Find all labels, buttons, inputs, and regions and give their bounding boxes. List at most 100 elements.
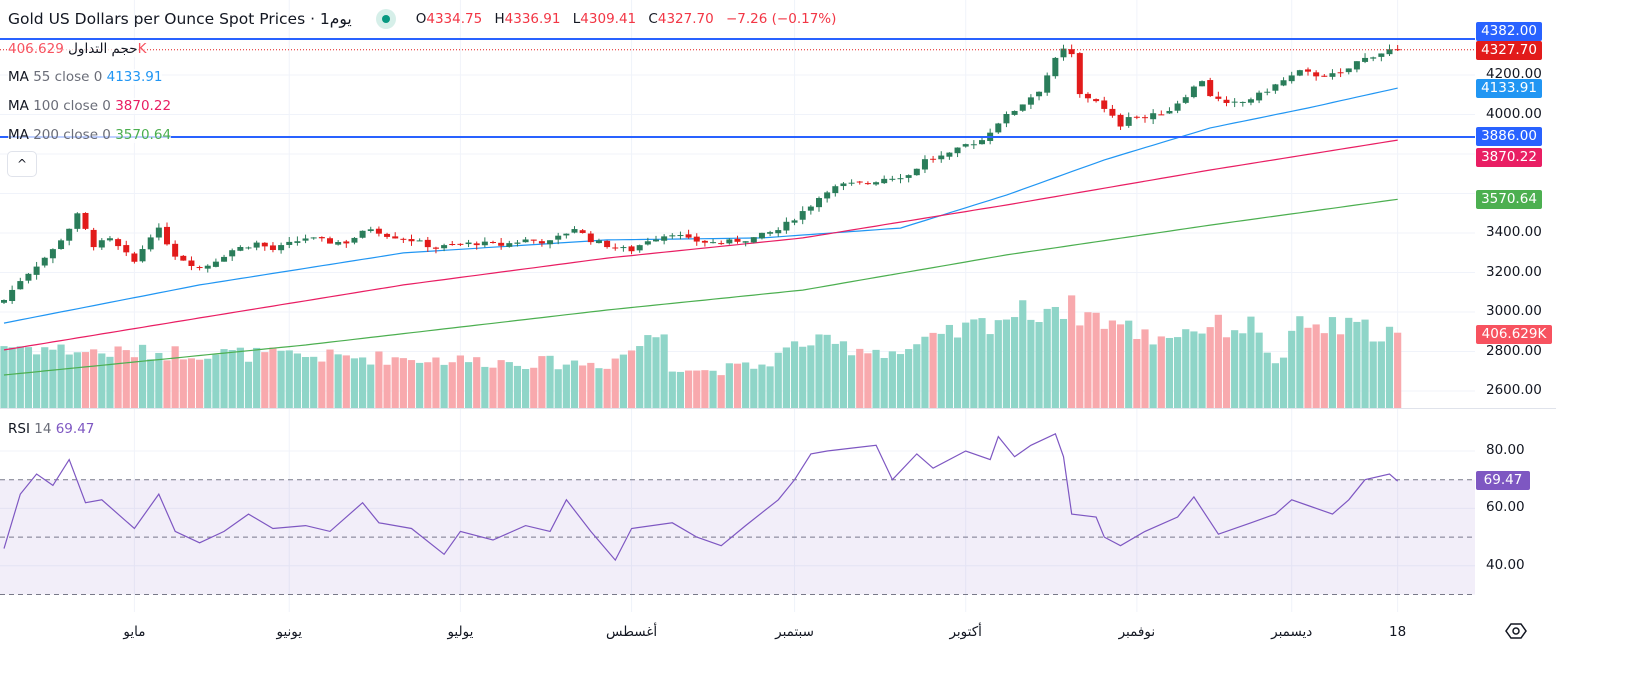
volume-bar [489,367,497,408]
volume-bar [49,349,57,408]
time-tick: ديسمبر [1271,624,1313,640]
moving-averages [3,87,1398,376]
candle-body [1125,117,1132,126]
volume-bar [1271,363,1279,408]
candle-body [889,178,896,180]
volume-bar [350,358,359,408]
candle-body [261,242,268,247]
candle-body [58,240,65,250]
volume-bar [33,354,41,408]
collapse-legend-button[interactable]: ^ [7,151,37,177]
volume-bar [1141,329,1149,408]
candle-body [807,206,814,211]
volume-bar [1174,337,1182,408]
candle-body [115,239,122,247]
symbol-title[interactable]: Gold US Dollars per Ounce Spot Prices · … [8,10,352,28]
volume-bar [1296,316,1304,408]
volume-bar [163,360,171,408]
volume-bar [1092,312,1100,408]
volume-bar [1157,336,1165,408]
candle-body [954,147,961,154]
horizontal-lines[interactable] [0,38,1475,139]
volume-bar [1059,318,1068,408]
legend-ma100[interactable]: MA 100 close 0 3870.22 [8,98,172,114]
volume-bar [986,334,994,408]
candle-body [49,249,56,259]
candle-body [864,183,871,185]
volume-bar [1304,327,1312,408]
volume-bar [660,334,668,408]
volume-bar [774,352,782,408]
volume-bar [456,355,464,408]
candle-body [367,229,374,232]
price-tick: 3000.00 [1486,303,1542,319]
volume-bar [1125,320,1133,408]
volume-bar [24,347,33,408]
candle-body [408,239,415,242]
candle-body [1386,49,1393,55]
volume-bar [1328,317,1337,408]
ma55-badge: 4133.91 [1476,79,1542,98]
volume-bar [530,367,538,408]
candle-body [1027,97,1034,105]
candle-body [636,245,643,251]
volume-bar [1369,341,1377,408]
open-value: 4334.75 [426,11,483,27]
grid [0,0,1475,612]
settings-icon[interactable] [1505,620,1527,642]
volume-bar [196,359,204,408]
candle-body [473,243,480,246]
candle-body [726,239,733,244]
candle-body [1084,93,1091,99]
candle-body [775,230,782,234]
candle-body [1011,110,1018,115]
candle-body [881,178,888,184]
volume-bar [1345,317,1353,408]
candle-body [1117,114,1124,127]
volume-bar [1206,327,1214,408]
volume-bar [823,334,831,408]
legend-ma55[interactable]: MA 55 close 0 4133.91 [8,69,163,85]
volume-bar [562,364,570,408]
volume-bar [318,361,326,408]
candle-body [661,236,668,241]
legend-rsi[interactable]: RSI 14 69.47 [8,421,95,437]
candle-body [905,175,912,178]
volume-bar [334,354,342,408]
candle-body [164,226,170,245]
volume-bar [839,341,848,408]
candle-body [1207,80,1214,97]
rsi-badge: 69.47 [1476,471,1530,490]
close-value: 4327.70 [657,11,714,27]
volume-bar [790,341,799,408]
legend-ma200[interactable]: MA 200 close 0 3570.64 [8,127,172,143]
candle-body [840,183,847,187]
candle-body [196,267,203,269]
candle-body [9,289,16,301]
time-tick: 18 [1389,624,1407,640]
candle-body [237,246,244,251]
candle-body [1052,57,1059,77]
legend-volume[interactable]: حجم التداول 406.629K [8,41,147,57]
candle-body [400,238,407,240]
chevron-up-icon: ^ [16,157,28,171]
volume-bar [293,353,301,408]
volume-bar [782,347,790,408]
volume-bar [595,368,603,408]
volume-bar [937,333,945,408]
candle-body [1231,101,1238,103]
time-tick: مايو [123,624,146,640]
candle-body [1142,117,1148,119]
volume-bar [799,346,807,408]
volume-bar [1312,324,1320,408]
volume-bar [570,360,579,408]
candle-body [188,260,195,266]
candle-body [718,243,725,245]
volume-bar [98,353,106,408]
candle-body [734,238,741,242]
candle-body [498,242,505,246]
market-status-icon[interactable] [375,9,396,29]
volume-bar [701,370,709,408]
candle-body [278,245,285,251]
